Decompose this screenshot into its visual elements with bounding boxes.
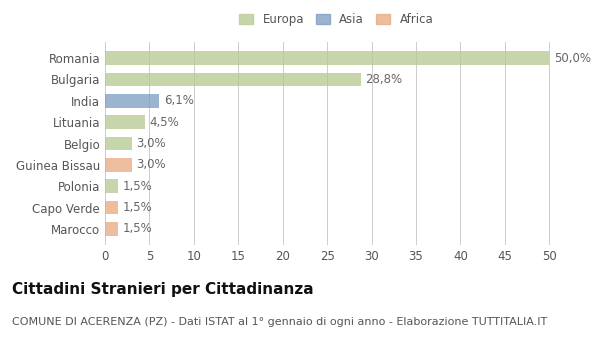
- Text: 3,0%: 3,0%: [136, 137, 166, 150]
- Text: 4,5%: 4,5%: [149, 116, 179, 129]
- Text: 50,0%: 50,0%: [554, 52, 590, 65]
- Bar: [105, 222, 118, 236]
- Text: 28,8%: 28,8%: [365, 73, 403, 86]
- Text: Cittadini Stranieri per Cittadinanza: Cittadini Stranieri per Cittadinanza: [12, 282, 314, 297]
- Bar: [105, 94, 159, 108]
- Bar: [105, 72, 361, 86]
- Bar: [105, 51, 549, 65]
- Bar: [105, 136, 131, 150]
- Text: 1,5%: 1,5%: [123, 222, 152, 235]
- Text: COMUNE DI ACERENZA (PZ) - Dati ISTAT al 1° gennaio di ogni anno - Elaborazione T: COMUNE DI ACERENZA (PZ) - Dati ISTAT al …: [12, 317, 547, 327]
- Text: 3,0%: 3,0%: [136, 158, 166, 172]
- Text: 6,1%: 6,1%: [164, 94, 194, 107]
- Text: 1,5%: 1,5%: [123, 201, 152, 214]
- Text: 1,5%: 1,5%: [123, 180, 152, 193]
- Bar: [105, 179, 118, 193]
- Bar: [105, 115, 145, 129]
- Bar: [105, 158, 131, 172]
- Bar: [105, 201, 118, 215]
- Legend: Europa, Asia, Africa: Europa, Asia, Africa: [235, 9, 437, 29]
